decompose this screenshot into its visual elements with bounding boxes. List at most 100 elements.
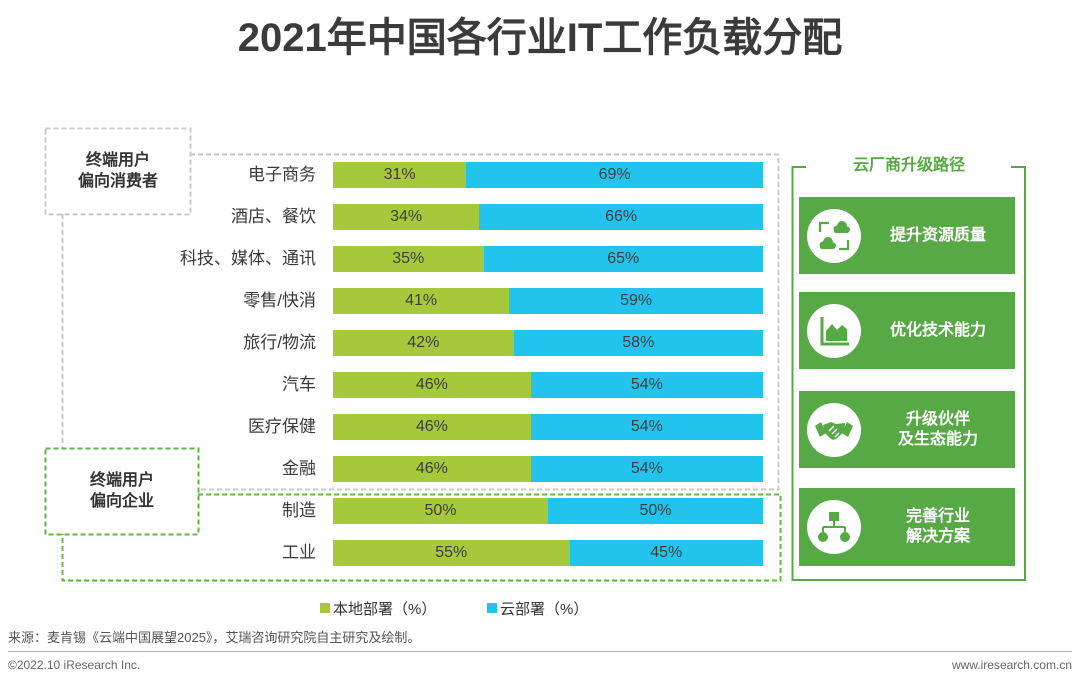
handshake-icon [815,421,853,440]
cloud-sync-icon [818,220,850,250]
data-label: 59% [620,292,653,309]
bar-row: 零售/快消 41% 59% [150,288,765,314]
group-label-line: 终端用户 [85,152,150,169]
bar-row: 科技、媒体、通讯 35% 65% [150,246,765,272]
bar-segment: 41% [333,288,510,314]
card-text-line: 及生态能力 [897,430,978,448]
legend-item-local-deploy: 本地部署（%） [320,599,437,618]
category-label: 工业 [282,543,316,562]
bar-segment: 46% [333,414,531,440]
card-text: 优化技术能力 [861,292,1015,369]
data-label: 31% [383,166,416,183]
data-label: 55% [435,544,468,561]
bar-segment: 46% [333,456,531,482]
card-industry-solutions: 完善行业 解决方案 [799,488,1015,566]
data-label: 54% [630,418,663,435]
bar-row: 电子商务 31% 69% [150,162,765,188]
bar-segment: 34% [333,204,480,230]
card-text: 提升资源质量 [861,197,1015,274]
card-upgrade-partner-ecosystem: 升级伙伴 及生态能力 [799,391,1015,468]
data-label: 50% [639,502,672,519]
card-text-line: 解决方案 [905,528,970,545]
category-label: 零售/快消 [243,291,316,310]
area-chart-icon [820,316,849,345]
data-label: 34% [390,208,423,225]
legend-swatch [487,603,497,613]
category-label: 制造 [282,501,316,520]
data-label: 45% [650,544,683,561]
category-label: 金融 [282,459,316,478]
icon-badge [807,402,861,457]
card-text-line: 提升资源质量 [889,226,986,244]
category-label: 汽车 [282,375,316,394]
bar-segment: 46% [333,372,531,398]
card-text: 完善行业 解决方案 [861,488,1015,566]
bar-segment: 54% [530,372,763,398]
icon-badge [807,208,861,263]
icon-badge [807,500,861,554]
data-label: 41% [405,292,438,309]
chart-title: 2021年中国各行业IT工作负载分配 [237,16,843,60]
bar-row: 医疗保健 46% 54% [150,414,765,440]
data-label: 35% [392,250,425,267]
bar-segment: 59% [509,288,763,314]
group-label-line: 偏向企业 [89,493,154,510]
category-label: 科技、媒体、通讯 [180,249,316,268]
data-label: 46% [415,460,448,477]
legend-swatch [320,603,330,613]
data-label: 54% [630,460,663,477]
data-label: 66% [605,208,638,225]
icon-badge [807,303,861,358]
bar-segment: 55% [333,540,570,566]
upgrade-path-title: 云厂商升级路径 [852,157,965,174]
footer-divider [8,651,1072,652]
bar-row: 旅行/物流 42% 58% [150,330,765,356]
group-label-line: 偏向消费者 [77,173,158,190]
card-text-line: 完善行业 [905,508,970,525]
bar-row: 汽车 46% 54% [150,372,765,398]
data-label: 69% [598,166,631,183]
data-label: 65% [607,250,640,267]
legend-label: 云部署（%） [500,600,589,618]
bar-row: 制造 50% 50% [150,498,765,524]
flowchart-icon [818,512,850,542]
data-label: 46% [415,418,448,435]
category-label: 酒店、餐饮 [231,207,316,226]
data-label: 54% [630,376,663,393]
bar-segment: 45% [569,540,763,566]
card-text-line: 升级伙伴 [905,410,970,428]
category-label: 电子商务 [248,165,316,184]
card-text-line: 优化技术能力 [889,321,986,339]
legend-label: 本地部署（%） [333,600,437,618]
bar-segment: 65% [483,246,763,272]
card-text: 升级伙伴 及生态能力 [861,391,1015,468]
group-label-consumer: 终端用户 偏向消费者 [45,128,191,214]
bar-segment: 54% [530,414,763,440]
data-label: 46% [415,376,448,393]
bar-segment: 50% [548,498,763,524]
data-label: 58% [622,334,655,351]
data-label: 50% [424,502,457,519]
card-improve-resource-quality: 提升资源质量 [799,197,1015,274]
copyright: ©2022.10 iResearch Inc. [8,658,141,672]
data-label: 42% [407,334,440,351]
bar-segment: 42% [333,330,514,356]
card-optimize-tech-capability: 优化技术能力 [799,292,1015,369]
bar-row: 工业 55% 45% [150,540,765,566]
bar-segment: 35% [333,246,484,272]
bar-segment: 31% [333,162,467,188]
website: www.iresearch.com.cn [951,658,1072,672]
group-label-enterprise: 终端用户 偏向企业 [45,448,199,534]
bar-row: 酒店、餐饮 34% 66% [150,204,765,230]
source-note: 来源：麦肯锡《云端中国展望2025》，艾瑞咨询研究院自主研究及绘制。 [8,630,421,645]
category-label: 医疗保健 [248,417,316,436]
bar-segment: 66% [479,204,763,230]
group-label-line: 终端用户 [89,472,154,489]
bar-segment: 54% [530,456,763,482]
bar-row: 金融 46% 54% [150,456,765,482]
legend-item-cloud-deploy: 云部署（%） [487,599,589,618]
bar-segment: 50% [333,498,548,524]
bar-segment: 69% [466,162,763,188]
bar-segment: 58% [513,330,763,356]
